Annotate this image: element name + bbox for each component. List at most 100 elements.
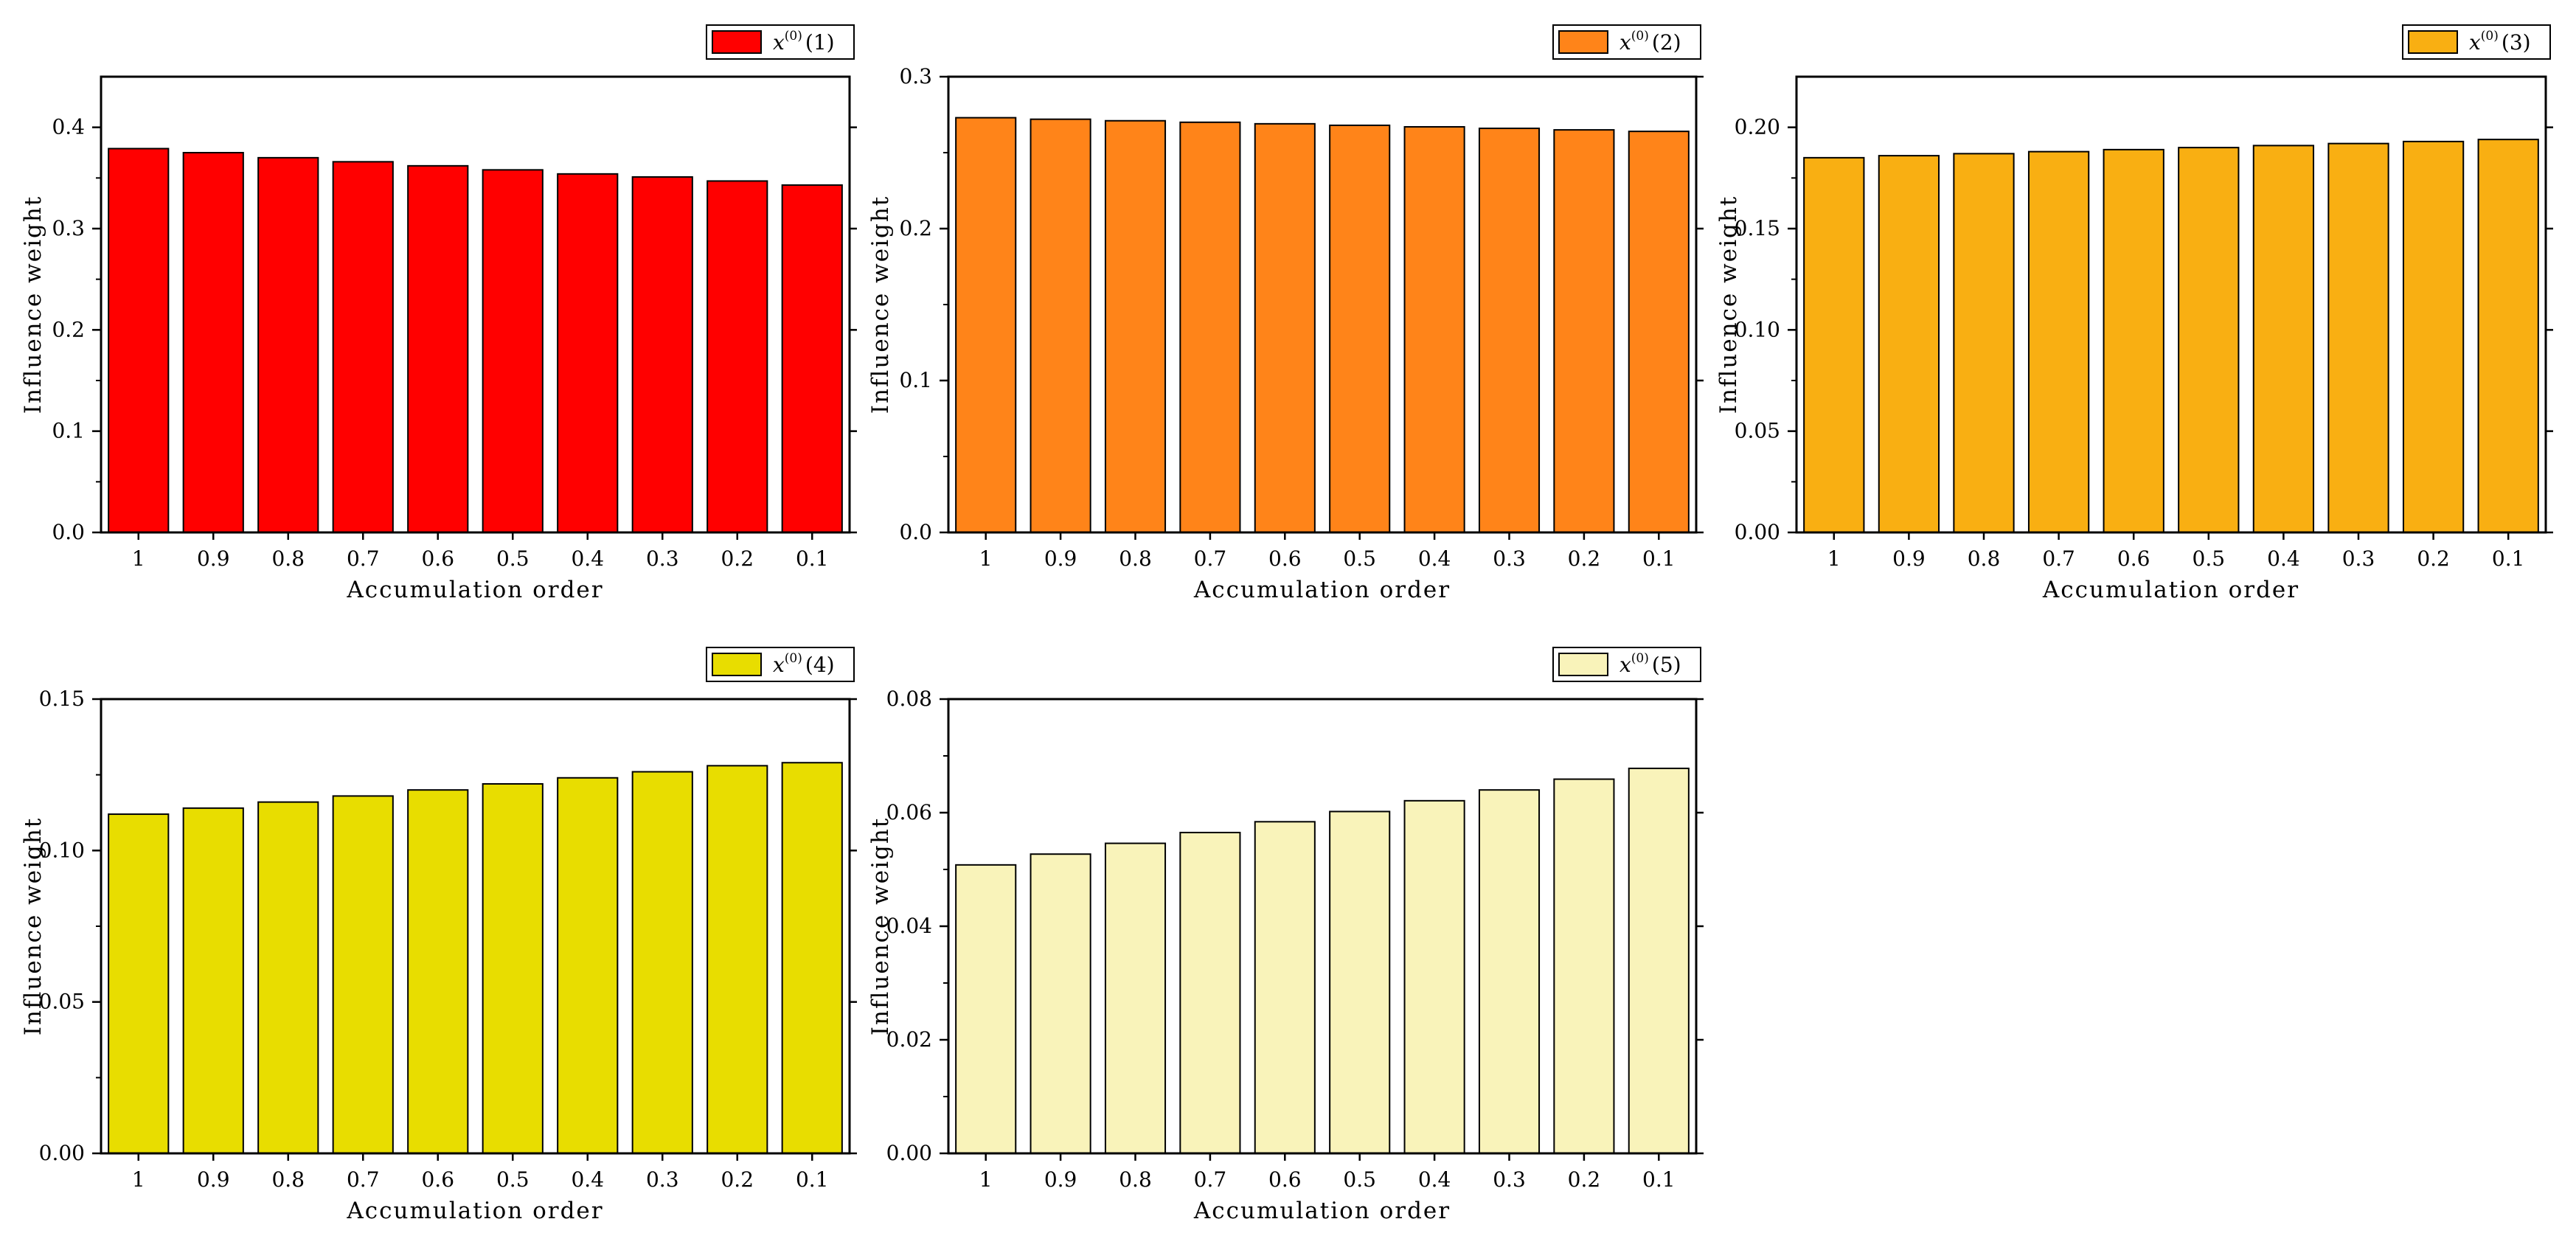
x-axis-label: Accumulation order xyxy=(346,1198,603,1224)
bar xyxy=(2252,145,2315,533)
x-tick-label: 0.2 xyxy=(721,1167,754,1192)
x-tick-label: 0.7 xyxy=(347,1167,380,1192)
bar xyxy=(1104,842,1167,1154)
x-tick-label: 0.2 xyxy=(721,546,754,571)
legend-label: x(0) (3) xyxy=(2469,29,2531,55)
x-tick-label: 1 xyxy=(132,546,145,571)
legend-index: (4) xyxy=(805,653,835,677)
x-tick-label: 1 xyxy=(979,1167,993,1192)
bar xyxy=(1803,156,1865,533)
bar xyxy=(2103,148,2164,533)
y-tick-label: 0.10 xyxy=(1735,317,1780,341)
y-axis-label: Influence weight xyxy=(867,817,894,1036)
y-axis-label: Influence weight xyxy=(20,817,46,1036)
y-tick-label: 0.08 xyxy=(886,687,932,711)
x-tick-label: 0.4 xyxy=(1418,546,1451,571)
chart-panel-1: 0.0 0.1 0.2 0.3 0.4 1 0.9 0.8 0.7 0.6 0.5 0.4 0.3 0.2… xyxy=(20,24,857,603)
bar xyxy=(407,164,469,533)
y-tick-label: 0.15 xyxy=(1735,216,1780,240)
x-tick-label: 0.6 xyxy=(421,546,454,571)
x-tick-label: 0.1 xyxy=(2492,546,2525,571)
x-tick-label: 0.3 xyxy=(2342,546,2375,571)
y-tick-label: 0.10 xyxy=(39,838,85,862)
y-tick-label: 0.2 xyxy=(52,317,85,341)
bar xyxy=(1553,129,1615,534)
legend-var: x xyxy=(2469,30,2481,55)
legend-label: x(0) (1) xyxy=(773,29,835,55)
y-tick-label: 0.05 xyxy=(39,990,85,1014)
bar xyxy=(1030,853,1091,1154)
legend-swatch xyxy=(712,653,762,676)
legend-var: x xyxy=(1619,653,1631,677)
bar xyxy=(1953,153,2015,533)
x-tick-label: 1 xyxy=(132,1167,145,1192)
y-tick-label: 0.3 xyxy=(899,64,932,88)
bar xyxy=(557,173,619,533)
bar xyxy=(1254,122,1316,534)
legend-var: x xyxy=(773,653,785,677)
y-tick-label: 0.20 xyxy=(1735,115,1780,139)
legend-var: x xyxy=(1619,30,1631,55)
x-tick-label: 0.2 xyxy=(1568,546,1601,571)
bar xyxy=(1628,131,1690,534)
x-tick-label: 0.5 xyxy=(1343,1167,1376,1192)
chart-panel-3: 0.00 0.05 0.10 0.15 0.20 1 0.9 0.8 0.7 0.6 0.5 0.4 0… xyxy=(1715,24,2553,603)
plot-frame xyxy=(1795,75,2547,534)
x-tick-label: 0.9 xyxy=(1044,1167,1077,1192)
x-tick-label: 1 xyxy=(1827,546,1841,571)
x-tick-label: 0.6 xyxy=(1268,1167,1302,1192)
legend: x(0) (2) xyxy=(1552,24,1701,60)
x-tick-label: 0.5 xyxy=(496,546,530,571)
bar xyxy=(1878,155,1940,533)
y-tick-label: 0.00 xyxy=(1735,520,1780,544)
x-tick-label: 0.3 xyxy=(646,546,679,571)
bar xyxy=(332,161,394,534)
y-tick-label: 0.1 xyxy=(52,419,85,443)
bar xyxy=(1478,789,1541,1154)
x-tick-label: 0.8 xyxy=(271,546,305,571)
legend-swatch xyxy=(2408,30,2458,54)
x-tick-label: 0.3 xyxy=(646,1167,679,1192)
bar xyxy=(1628,767,1690,1154)
y-tick-label: 0.3 xyxy=(52,216,85,240)
bar xyxy=(1478,128,1541,534)
bar xyxy=(482,169,544,533)
legend-index: (2) xyxy=(1652,30,1681,55)
legend: x(0) (4) xyxy=(706,647,855,682)
x-axis-label: Accumulation order xyxy=(346,577,603,603)
x-tick-label: 0.7 xyxy=(1194,1167,1227,1192)
plot-frame xyxy=(100,75,851,534)
x-tick-label: 0.1 xyxy=(796,546,829,571)
x-tick-label: 0.4 xyxy=(571,1167,604,1192)
bar xyxy=(2477,139,2539,533)
y-tick-label: 0.15 xyxy=(39,687,85,711)
y-tick-label: 0.2 xyxy=(899,216,932,240)
legend-sup: (0) xyxy=(785,651,802,666)
bar xyxy=(257,801,319,1154)
x-tick-label: 0.6 xyxy=(1268,546,1302,571)
x-tick-label: 0.8 xyxy=(271,1167,305,1192)
x-tick-label: 0.6 xyxy=(421,1167,454,1192)
x-tick-label: 0.4 xyxy=(1418,1167,1451,1192)
bar xyxy=(631,771,693,1155)
bar xyxy=(557,777,619,1155)
y-tick-label: 0.4 xyxy=(52,115,85,139)
x-tick-label: 0.9 xyxy=(1892,546,1926,571)
x-tick-label: 0.8 xyxy=(1119,546,1152,571)
bar xyxy=(707,180,768,533)
bar xyxy=(332,795,394,1155)
x-axis-label: Accumulation order xyxy=(1193,1198,1451,1224)
bar xyxy=(182,807,244,1154)
legend-swatch xyxy=(712,30,762,54)
x-tick-label: 0.4 xyxy=(571,546,604,571)
bar xyxy=(955,864,1017,1154)
x-tick-label: 0.4 xyxy=(2267,546,2300,571)
x-tick-label: 0.1 xyxy=(1642,546,1676,571)
bar xyxy=(707,765,768,1154)
legend-swatch xyxy=(1558,653,1608,676)
legend-label: x(0) (5) xyxy=(1619,651,1681,677)
bar xyxy=(955,117,1017,533)
y-axis-label: Influence weight xyxy=(1715,195,1742,414)
legend-sup: (0) xyxy=(785,29,802,44)
